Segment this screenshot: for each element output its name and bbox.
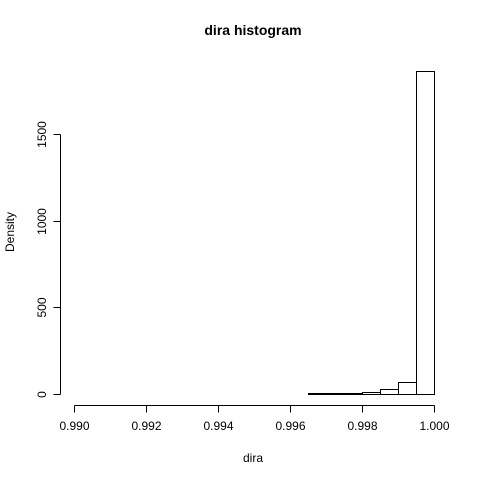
histogram-bar-18	[398, 382, 417, 395]
x-tick-label-0: 0.990	[59, 419, 89, 433]
y-axis-label: Density	[3, 212, 17, 252]
bars-group	[308, 71, 435, 395]
x-tick-label-4: 0.998	[347, 419, 377, 433]
x-tick-label-1: 0.992	[131, 419, 161, 433]
histogram-bar-14	[326, 393, 345, 395]
chart-title: dira histogram	[204, 22, 301, 38]
x-tick-label-3: 0.996	[275, 419, 305, 433]
x-axis: 0.990 0.992 0.994 0.996 0.998 1.000	[59, 405, 450, 433]
y-tick-label-0: 0	[35, 391, 49, 398]
y-axis: 0 500 1000 1500	[35, 121, 61, 398]
y-tick-label-2: 1000	[35, 208, 49, 235]
x-tick-label-2: 0.994	[203, 419, 233, 433]
histogram-bar-19	[416, 71, 435, 395]
histogram-bar-13	[308, 393, 327, 395]
histogram-bar-15	[344, 393, 363, 395]
x-axis-label: dira	[243, 451, 263, 465]
histogram-bar-16	[362, 392, 381, 395]
y-tick-label-3: 1500	[35, 121, 49, 148]
x-tick-label-5: 1.000	[419, 419, 449, 433]
y-tick-label-1: 500	[35, 297, 49, 317]
histogram-bar-17	[380, 389, 399, 395]
